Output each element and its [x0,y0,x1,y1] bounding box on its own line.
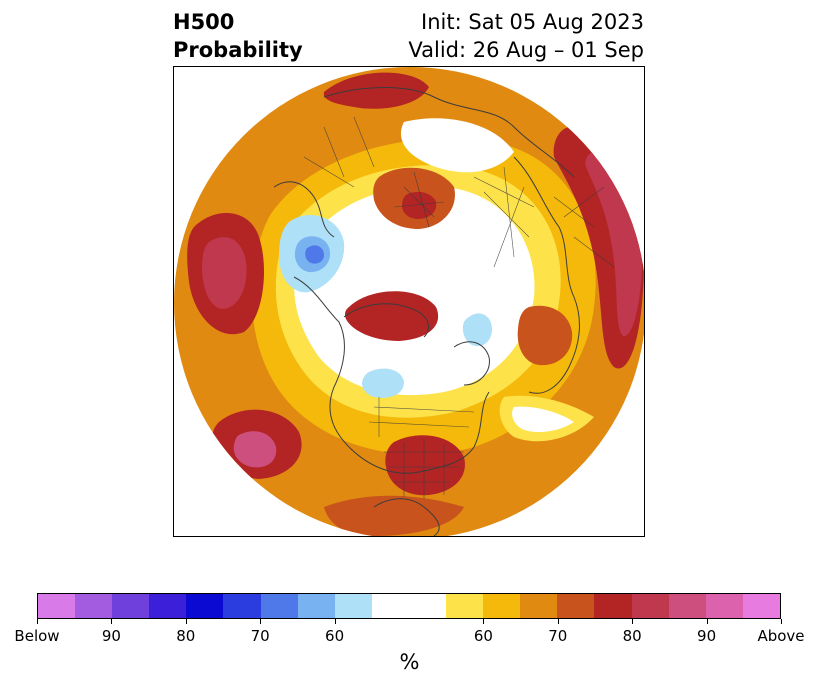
colorbar-tick-label: 70 [250,627,270,645]
init-date: Init: Sat 05 Aug 2023 [421,10,644,34]
colorbar-tick-label: 80 [622,627,642,645]
colorbar-segment [75,594,113,618]
colorbar-segment [334,594,372,618]
colorbar-segment [260,594,298,618]
colorbar-tick-label: 60 [473,627,493,645]
colorbar-segment [149,594,187,618]
colorbar-segment [557,594,595,618]
colorbar-segment [38,594,76,618]
valid-range: Valid: 26 Aug – 01 Sep [408,38,644,62]
colorbar-tick-label: 90 [697,627,717,645]
negative-alaska-70 [305,245,324,264]
colorbar-unit: % [399,650,420,674]
colorbar-tick [632,619,633,624]
colorbar-segment [631,594,669,618]
colorbar-tick [37,619,38,624]
neutral-north [400,118,514,173]
title-line-1: H500 [173,10,235,34]
colorbar-tick-label: 70 [548,627,568,645]
colorbar-segment [668,594,706,618]
probability-colorbar [37,593,781,619]
title-line-2: Probability [173,38,303,62]
negative-greenland [462,313,492,347]
colorbar-segment [186,594,224,618]
colorbar-segment [112,594,150,618]
colorbar-tick [260,619,261,624]
country-borders [303,116,615,499]
colorbar-segment [520,594,558,618]
colorbar-tick-label: 60 [325,627,345,645]
colorbar-segment [483,594,521,618]
colorbar-segment [594,594,632,618]
colorbar-tick-label: 90 [101,627,121,645]
anomaly-arctic [345,291,439,341]
anomaly-eastern-us [385,435,465,496]
colorbar-tick-label: 80 [176,627,196,645]
colorbar-segment [223,594,261,618]
colorbar-tick-label: Below [14,627,60,645]
neutral-east [512,406,574,433]
anomaly-west-1-core [202,237,247,309]
colorbar-tick [335,619,336,624]
anomaly-southwest-core [233,431,277,468]
colorbar-tick [781,619,782,624]
polar-map-svg [174,67,644,536]
colorbar-ticks [0,619,819,624]
colorbar-segment [297,594,335,618]
coastlines [273,87,580,536]
forecast-timing: Init: Sat 05 Aug 2023 Valid: 26 Aug – 01… [408,8,644,64]
colorbar-segment [742,594,780,618]
anomaly-atlantic [517,305,573,366]
map-title: H500 Probability [173,8,303,64]
colorbar-tick [111,619,112,624]
colorbar-tick-labels: Below 90 80 70 60 60 70 80 90 Above [0,627,819,647]
anomaly-siberia-core [402,191,437,219]
colorbar-segment [371,594,409,618]
colorbar-segment [408,594,447,618]
colorbar-tick-label: Above [757,627,805,645]
colorbar-segment [446,594,484,618]
colorbar-tick [558,619,559,624]
colorbar-tick [707,619,708,624]
anomaly-south [324,495,464,536]
colorbar-segment [705,594,743,618]
anomaly-north [323,72,429,109]
probability-field [174,67,644,536]
colorbar-tick [483,619,484,624]
probability-map [173,66,645,537]
negative-canada [362,368,404,398]
colorbar-tick [186,619,187,624]
